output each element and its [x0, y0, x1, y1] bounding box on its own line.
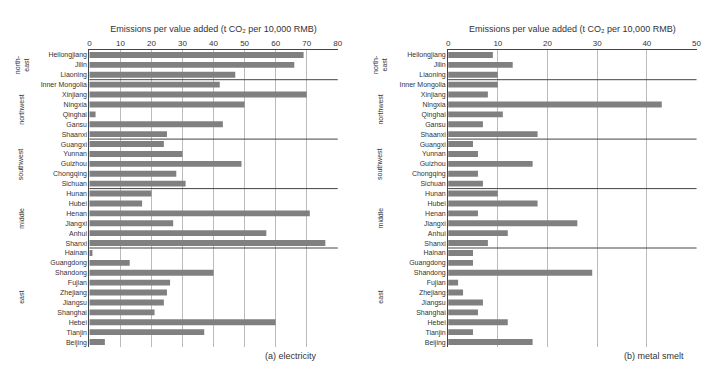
- svg-text:Tianjin: Tianjin: [67, 329, 87, 337]
- svg-text:Inner Mongolia: Inner Mongolia: [399, 81, 445, 89]
- svg-text:Yunnan: Yunnan: [422, 150, 446, 157]
- svg-text:Hubei: Hubei: [427, 200, 446, 207]
- svg-text:Guangxi: Guangxi: [420, 141, 447, 149]
- svg-text:Zhejiang: Zhejiang: [419, 289, 446, 297]
- svg-text:Emissions per value added (t C: Emissions per value added (t CO₂ per 10,…: [110, 24, 317, 34]
- svg-text:southwest: southwest: [376, 148, 383, 180]
- svg-text:Chongqing: Chongqing: [53, 170, 87, 178]
- svg-text:Heilongjiang: Heilongjiang: [407, 51, 446, 59]
- svg-text:north-east: north-east: [14, 55, 30, 74]
- svg-text:Shaanxi: Shaanxi: [62, 131, 88, 138]
- svg-text:Hebei: Hebei: [69, 319, 88, 326]
- svg-text:east: east: [377, 290, 384, 303]
- svg-text:southwest: southwest: [17, 149, 24, 181]
- svg-text:0: 0: [446, 39, 451, 48]
- svg-text:east: east: [18, 291, 25, 304]
- svg-text:Shanghai: Shanghai: [416, 309, 446, 317]
- svg-text:Gansu: Gansu: [66, 121, 87, 128]
- svg-text:Sichuan: Sichuan: [62, 180, 87, 187]
- svg-text:Fujian: Fujian: [68, 279, 87, 287]
- svg-text:Hunan: Hunan: [425, 190, 446, 197]
- svg-text:Beijing: Beijing: [66, 339, 87, 347]
- svg-text:70: 70: [302, 39, 311, 48]
- svg-text:Jilin: Jilin: [75, 61, 87, 68]
- svg-text:Shandong: Shandong: [414, 269, 446, 277]
- svg-text:Xinjiang: Xinjiang: [421, 91, 446, 99]
- svg-text:Heilongjiang: Heilongjiang: [48, 51, 87, 59]
- svg-text:Gansu: Gansu: [425, 121, 446, 128]
- svg-text:30: 30: [593, 39, 602, 48]
- svg-text:Tianjin: Tianjin: [425, 329, 445, 337]
- svg-text:Anhui: Anhui: [69, 230, 87, 237]
- svg-text:Guangdong: Guangdong: [409, 259, 446, 267]
- svg-text:Jiangsu: Jiangsu: [422, 299, 446, 307]
- svg-text:Anhui: Anhui: [428, 230, 446, 237]
- svg-text:Henan: Henan: [66, 210, 87, 217]
- svg-text:Shanxi: Shanxi: [424, 240, 446, 247]
- svg-text:Hainan: Hainan: [424, 249, 446, 256]
- svg-text:Sichuan: Sichuan: [420, 180, 445, 187]
- svg-text:60: 60: [271, 39, 280, 48]
- svg-text:Shanxi: Shanxi: [66, 240, 88, 247]
- svg-text:30: 30: [178, 39, 187, 48]
- svg-text:Shaanxi: Shaanxi: [420, 131, 446, 138]
- svg-text:Xinjiang: Xinjiang: [62, 91, 87, 99]
- svg-text:northwest: northwest: [18, 94, 25, 124]
- svg-text:Ningxia: Ningxia: [422, 101, 445, 109]
- svg-text:northwest: northwest: [377, 94, 384, 124]
- svg-text:Jiangsu: Jiangsu: [63, 299, 87, 307]
- svg-text:Shandong: Shandong: [55, 269, 87, 277]
- svg-text:Yunnan: Yunnan: [63, 150, 87, 157]
- svg-text:Jiangxi: Jiangxi: [65, 220, 87, 228]
- svg-text:north-east: north-east: [372, 55, 388, 74]
- svg-text:(b) metal smelt: (b) metal smelt: [624, 351, 684, 361]
- svg-text:Jiangxi: Jiangxi: [424, 220, 446, 228]
- svg-text:50: 50: [692, 39, 701, 48]
- svg-text:10: 10: [493, 39, 502, 48]
- svg-text:20: 20: [543, 39, 552, 48]
- svg-text:middle: middle: [18, 208, 25, 229]
- svg-text:Beijing: Beijing: [425, 339, 446, 347]
- svg-text:40: 40: [642, 39, 651, 48]
- svg-text:Liaoning: Liaoning: [60, 71, 87, 79]
- svg-text:Qinghai: Qinghai: [63, 111, 88, 119]
- svg-text:40: 40: [209, 39, 218, 48]
- svg-text:Shanghai: Shanghai: [57, 309, 87, 317]
- svg-text:Zhejiang: Zhejiang: [60, 289, 87, 297]
- svg-text:Fujian: Fujian: [427, 279, 446, 287]
- svg-text:10: 10: [116, 39, 125, 48]
- svg-text:(a) electricity: (a) electricity: [265, 351, 317, 361]
- svg-text:0: 0: [87, 39, 92, 48]
- svg-text:Hainan: Hainan: [65, 249, 87, 256]
- svg-text:Guangxi: Guangxi: [61, 141, 88, 149]
- svg-text:Liaoning: Liaoning: [419, 71, 446, 79]
- svg-text:middle: middle: [377, 208, 384, 229]
- svg-text:20: 20: [147, 39, 156, 48]
- svg-text:Guizhou: Guizhou: [61, 160, 87, 167]
- svg-text:Guangdong: Guangdong: [50, 259, 87, 267]
- svg-text:Hunan: Hunan: [66, 190, 87, 197]
- svg-text:Chongqing: Chongqing: [412, 170, 446, 178]
- svg-text:80: 80: [333, 39, 342, 48]
- svg-text:50: 50: [240, 39, 249, 48]
- svg-text:Ningxia: Ningxia: [64, 101, 87, 109]
- svg-text:Jilin: Jilin: [434, 61, 446, 68]
- svg-text:Guizhou: Guizhou: [420, 160, 446, 167]
- svg-text:Hebei: Hebei: [427, 319, 446, 326]
- svg-text:Emissions per value added (t C: Emissions per value added (t CO₂ per 10,…: [469, 24, 676, 34]
- svg-text:Qinghai: Qinghai: [422, 111, 447, 119]
- svg-text:Henan: Henan: [425, 210, 446, 217]
- svg-text:Hubei: Hubei: [69, 200, 88, 207]
- svg-text:Inner Mongolia: Inner Mongolia: [41, 81, 87, 89]
